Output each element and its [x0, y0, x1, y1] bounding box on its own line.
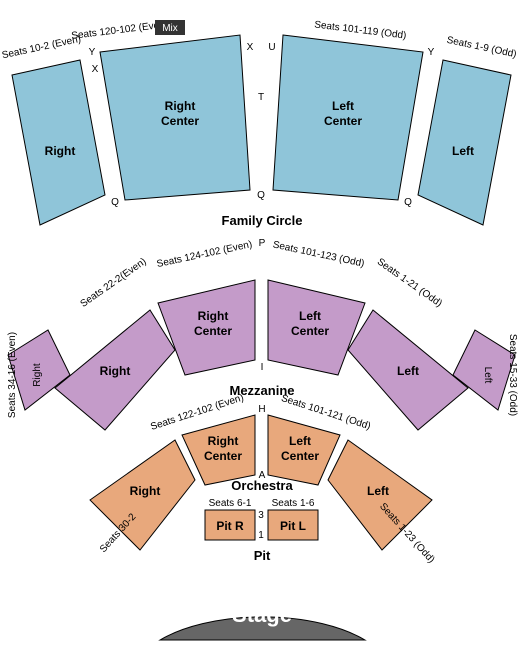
fc-lc-label1: Left [332, 99, 354, 113]
mezz-l-seats: Seats 1-21 (Odd) [375, 256, 444, 309]
mezz-rc-label2: Center [194, 324, 232, 338]
mezz-r-label: Right [100, 364, 131, 378]
fc-r-label: Right [45, 144, 76, 158]
fc-row-y-r: Y [428, 47, 435, 58]
fc-right-section[interactable] [12, 60, 105, 225]
mezz-fr-label: Right [32, 363, 43, 387]
mezz-label: Mezzanine [229, 383, 294, 398]
mezz-l-label: Left [397, 364, 419, 378]
mezz-lc-label1: Left [299, 309, 321, 323]
mezz-lc-seats: Seats 101-123 (Odd) [272, 239, 366, 269]
fc-label: Family Circle [222, 213, 303, 228]
pit-r-seats: Seats 6-1 [209, 498, 252, 509]
orch-right-label: Right [130, 484, 161, 498]
fc-rc-seats: Seats 120-102 (Even) [71, 19, 169, 42]
fc-r-seats: Seats 10-2 (Even) [1, 34, 82, 62]
orch-row-a: A [259, 470, 266, 481]
mezz-row-i: I [261, 362, 264, 373]
mezz-fl-label: Left [482, 367, 493, 384]
mezz-rc-label1: Right [198, 309, 229, 323]
fc-row-x-c: X [247, 42, 254, 53]
mezz-rc-seats: Seats 124-102 (Even) [156, 239, 253, 270]
stage-label: Stage [232, 602, 292, 627]
fc-row-q-c: Q [257, 190, 265, 201]
fc-row-x-l: X [92, 64, 99, 75]
mezz-lc-label2: Center [291, 324, 329, 338]
pit-l-label: Pit L [280, 519, 306, 533]
fc-row-y-l: Y [89, 47, 96, 58]
orch-left-label: Left [367, 484, 389, 498]
fc-lc-label2: Center [324, 114, 362, 128]
fc-l-seats: Seats 1-9 (Odd) [446, 35, 518, 61]
orch-lc-label2: Center [281, 449, 319, 463]
mezz-fl-seats: Seats 15-33 (Odd) [507, 334, 518, 416]
fc-lc-seats: Seats 101-119 (Odd) [314, 19, 407, 41]
fc-l-label: Left [452, 144, 474, 158]
pit-r-label: Pit R [216, 519, 244, 533]
fc-left-section[interactable] [418, 60, 511, 225]
mezz-fr-seats: Seats 34-16 (Even) [7, 332, 18, 418]
mezz-r-seats: Seats 22-2(Even) [79, 256, 149, 310]
pit-l-seats: Seats 1-6 [272, 498, 315, 509]
fc-row-u-c: U [268, 42, 275, 53]
orch-rc-label2: Center [204, 449, 242, 463]
fc-rc-label1: Right [165, 99, 196, 113]
orch-lc-label1: Left [289, 434, 311, 448]
fc-row-t-c: T [258, 92, 264, 103]
orch-rc-label1: Right [208, 434, 239, 448]
mezz-row-p: P [259, 238, 266, 249]
fc-rc-label2: Center [161, 114, 199, 128]
fc-row-q-l: Q [111, 197, 119, 208]
fc-row-q-r: Q [404, 197, 412, 208]
orch-row-h: H [258, 404, 265, 415]
pit-label: Pit [254, 548, 271, 563]
pit-row-3: 3 [258, 510, 264, 521]
mix-label: Mix [162, 23, 178, 34]
pit-row-1: 1 [258, 530, 264, 541]
